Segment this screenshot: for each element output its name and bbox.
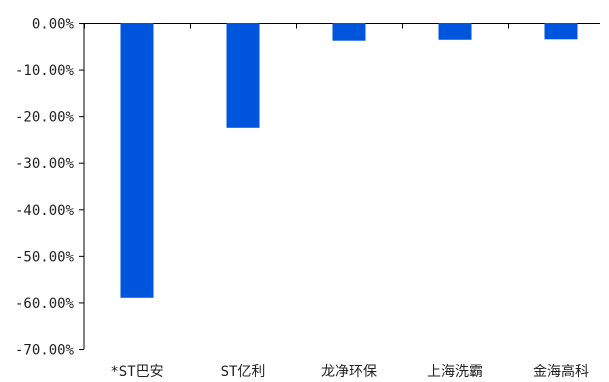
bar-2 [226, 23, 260, 128]
bar-4 [438, 23, 472, 40]
category-label: 龙净环保 [321, 364, 377, 380]
y-tick-label: -60.00% [15, 296, 75, 312]
category-labels: *ST巴安 ST亿利 龙净环保 上海洗霸 金海高科 [110, 363, 589, 380]
y-tick-label: -20.00% [15, 110, 75, 126]
y-tick-label: -70.00% [15, 343, 75, 359]
y-tick-label: -50.00% [15, 249, 75, 265]
y-tick-label: -40.00% [15, 203, 75, 219]
bar-5 [544, 23, 578, 40]
y-tick-label: -10.00% [15, 63, 75, 79]
bar-1 [120, 23, 154, 298]
category-label: ST亿利 [221, 364, 266, 380]
bars [120, 23, 578, 298]
category-label: 金海高科 [533, 363, 589, 380]
y-axis: 0.00% -10.00% -20.00% -30.00% -40.00% -50.00%… [15, 17, 85, 359]
bar-3 [332, 23, 366, 41]
y-tick-label: 0.00% [32, 17, 75, 33]
category-label: 上海洗霸 [427, 364, 483, 380]
category-label: *ST巴安 [110, 364, 163, 380]
y-tick-label: -30.00% [15, 156, 75, 172]
